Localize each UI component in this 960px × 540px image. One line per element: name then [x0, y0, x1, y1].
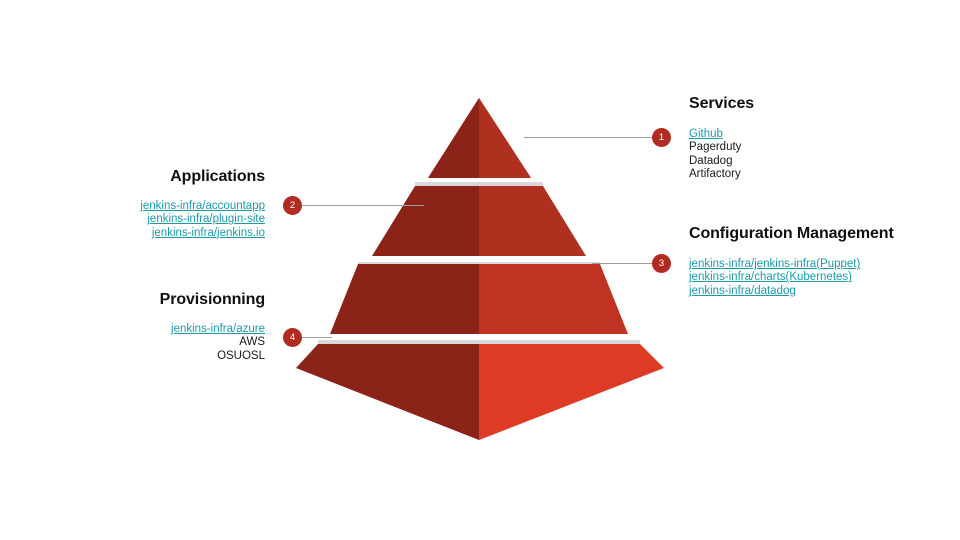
- section-item-list-services: Github Pagerduty Datadog Artifactory: [689, 128, 754, 181]
- pyramid-tier-2[interactable]: [372, 186, 586, 256]
- badge-marker-2[interactable]: 2: [283, 196, 302, 215]
- pyramid-tier-4[interactable]: [296, 344, 664, 440]
- connector-line-4: [302, 337, 332, 338]
- connector-line-2: [302, 205, 424, 206]
- tier-4-left-face: [296, 344, 479, 440]
- connector-line-1: [524, 137, 655, 138]
- section-services: Services Github Pagerduty Datadog Artifa…: [689, 94, 754, 181]
- list-item[interactable]: jenkins-infra/jenkins-infra(Puppet): [689, 258, 861, 271]
- badge-marker-1[interactable]: 1: [652, 128, 671, 147]
- badge-marker-3[interactable]: 3: [652, 254, 671, 273]
- list-item[interactable]: jenkins-infra/jenkins.io: [151, 226, 265, 239]
- list-item[interactable]: Github: [689, 128, 723, 141]
- tier-1-front-left: [428, 98, 479, 178]
- section-provisioning: Provisionning jenkins-infra/azure AWS OS…: [160, 290, 265, 363]
- pyramid-tier-3[interactable]: [330, 264, 628, 334]
- section-configuration-management: Configuration Management jenkins-infra/j…: [689, 224, 894, 298]
- section-heading-configuration-management: Configuration Management: [689, 225, 894, 242]
- list-item[interactable]: jenkins-infra/plugin-site: [147, 213, 265, 226]
- list-item: OSUOSL: [217, 349, 265, 362]
- tier-1-front-right: [479, 98, 531, 178]
- pyramid-tier-1[interactable]: [428, 98, 531, 178]
- section-heading-services: Services: [689, 95, 755, 112]
- section-applications: Applications jenkins-infra/accountapp je…: [140, 167, 265, 240]
- section-item-list-applications: jenkins-infra/accountapp jenkins-infra/p…: [140, 200, 265, 240]
- badge-marker-4[interactable]: 4: [283, 328, 302, 347]
- connector-line-3: [592, 263, 655, 264]
- tier-4-right-face: [479, 344, 664, 440]
- list-item[interactable]: jenkins-infra/datadog: [689, 284, 796, 297]
- section-item-list-provisioning: jenkins-infra/azure AWS OSUOSL: [160, 323, 265, 363]
- list-item: Datadog: [689, 154, 733, 167]
- section-item-list-configuration-management: jenkins-infra/jenkins-infra(Puppet) jenk…: [689, 258, 894, 298]
- tier-2-right-face: [479, 186, 586, 256]
- list-item: Artifactory: [689, 168, 741, 181]
- list-item[interactable]: jenkins-infra/charts(Kubernetes): [689, 271, 852, 284]
- list-item: AWS: [239, 336, 265, 349]
- section-heading-applications: Applications: [170, 168, 265, 185]
- list-item[interactable]: jenkins-infra/accountapp: [140, 200, 265, 213]
- tier-2-left-face: [372, 186, 479, 256]
- list-item: Pagerduty: [689, 141, 742, 154]
- section-heading-provisioning: Provisionning: [159, 291, 265, 308]
- tier-3-right-face: [479, 264, 628, 334]
- tier-3-left-face: [330, 264, 479, 334]
- list-item[interactable]: jenkins-infra/azure: [171, 323, 265, 336]
